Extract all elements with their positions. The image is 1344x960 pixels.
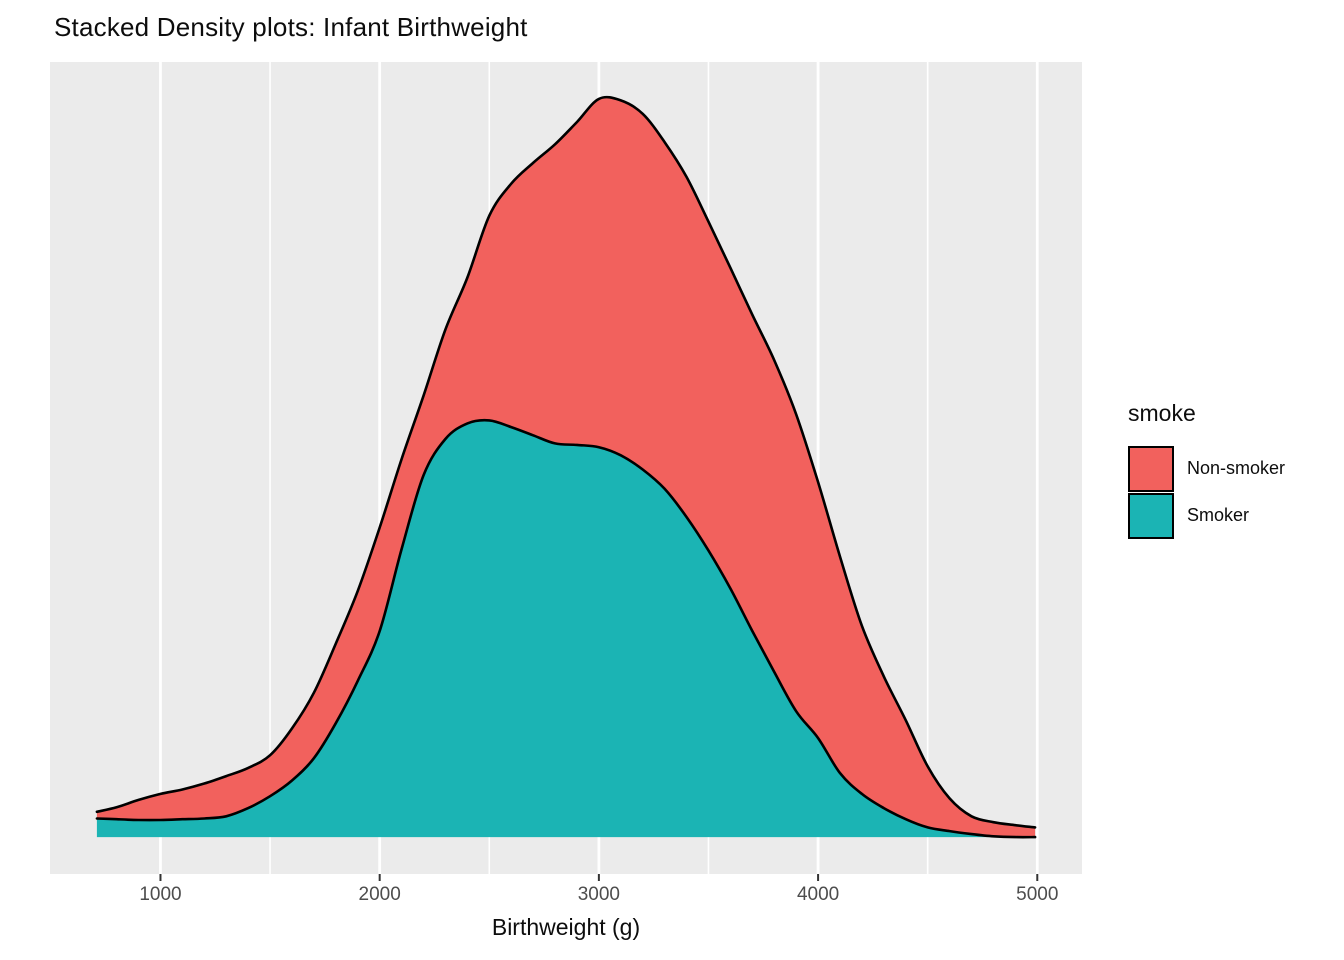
density-area-non-smoker [96, 97, 1036, 838]
legend-key-smoker-swatch [1128, 492, 1174, 539]
legend-item-smoker: Smoker [1128, 492, 1338, 539]
x-tick-label: 1000 [139, 884, 182, 905]
legend-title: smoke [1128, 400, 1196, 426]
legend-key-non-smoker-swatch [1128, 445, 1174, 492]
legend-label-non-smoker: Non-smoker [1187, 458, 1286, 478]
x-tick-label: 5000 [1016, 884, 1059, 905]
x-axis-title: Birthweight (g) [491, 914, 641, 940]
legend: smoke Non-smoker Smoker [1128, 400, 1338, 539]
legend-label-smoker: Smoker [1187, 505, 1250, 525]
density-outline-total [95, 95, 1037, 829]
x-tick-label: 4000 [796, 884, 840, 905]
legend-item-non-smoker: Non-smoker [1128, 445, 1338, 492]
x-tick-label: 3000 [577, 884, 621, 905]
x-tick-label: 2000 [358, 884, 401, 905]
density-outline-smoker [95, 418, 1037, 839]
chart-title: Stacked Density plots: Infant Birthweigh… [54, 12, 528, 42]
